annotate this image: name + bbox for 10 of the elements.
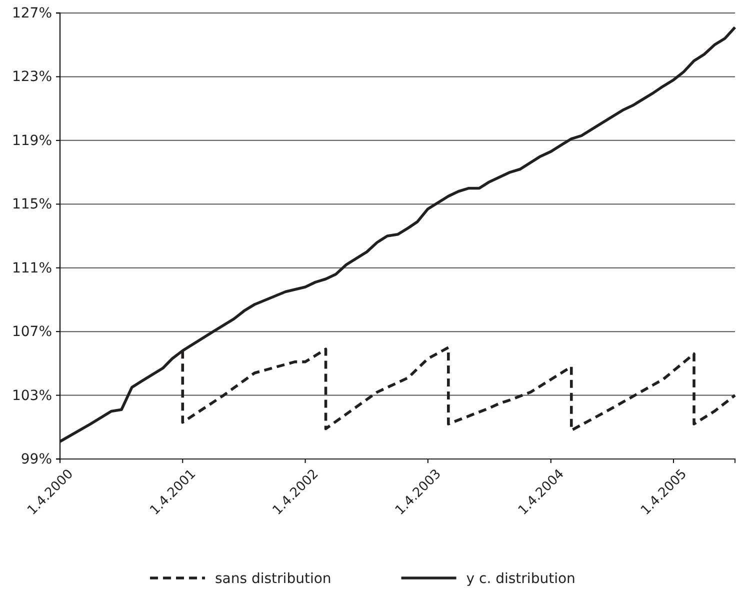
y-tick-label: 99% [20,451,52,468]
y-tick-label: 107% [12,324,52,340]
y-tick-label: 123% [12,69,52,86]
legend-label: y c. distribution [466,571,576,587]
legend-label: sans distribution [215,571,332,587]
y-tick-label: 119% [12,132,52,149]
y-tick-label: 115% [12,196,52,213]
y-tick-label: 127% [12,5,52,22]
y-tick-label: 111% [12,260,52,276]
y-tick-label: 103% [12,388,52,404]
